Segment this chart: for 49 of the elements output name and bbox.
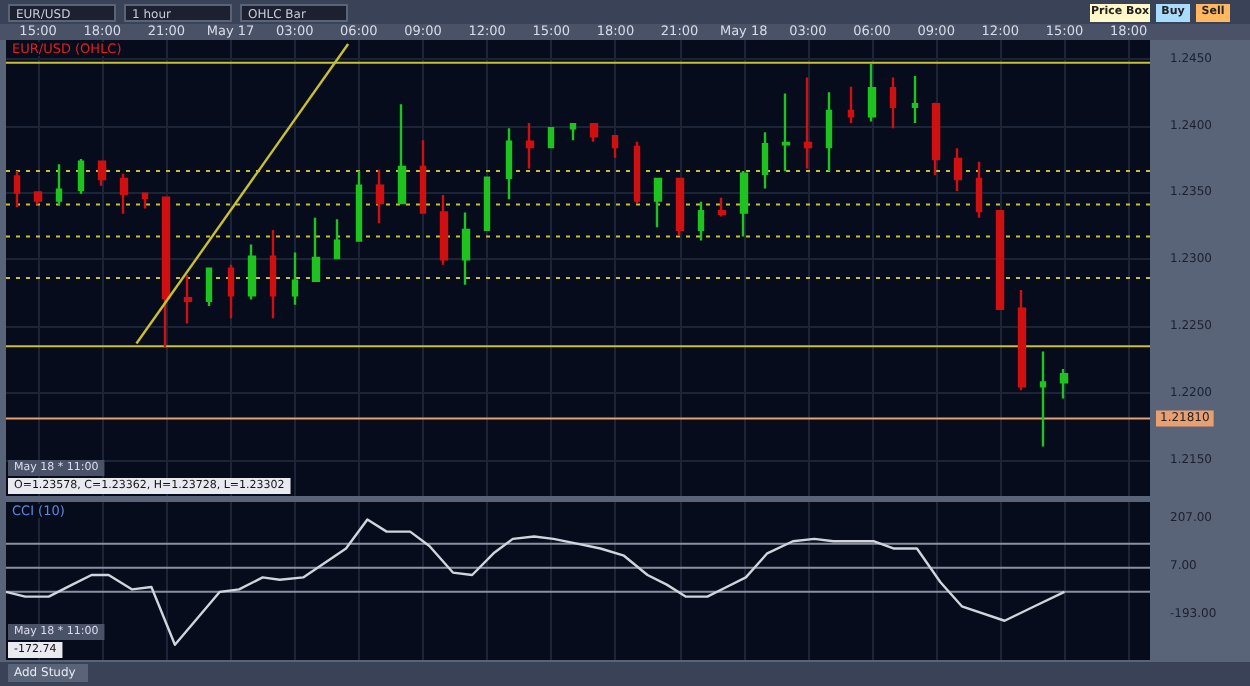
candlestick bbox=[653, 176, 663, 229]
candlestick bbox=[311, 216, 321, 284]
candlestick bbox=[953, 147, 963, 193]
candlestick bbox=[375, 168, 385, 225]
candlestick bbox=[633, 140, 641, 205]
candlestick bbox=[483, 176, 491, 232]
candlestick bbox=[33, 191, 43, 206]
candlestick bbox=[77, 157, 85, 195]
candlestick bbox=[355, 169, 363, 242]
candlestick bbox=[867, 62, 877, 123]
candlestick bbox=[333, 217, 341, 261]
candlestick bbox=[397, 102, 407, 205]
candlestick bbox=[717, 196, 727, 218]
candlestick bbox=[205, 267, 213, 308]
candlestick bbox=[525, 121, 535, 170]
candlestick bbox=[889, 76, 897, 130]
candlestick bbox=[227, 263, 235, 320]
candlestick bbox=[183, 274, 193, 325]
candlestick bbox=[461, 211, 471, 286]
candlestick bbox=[995, 209, 1005, 312]
candlestick bbox=[1059, 367, 1069, 400]
candlestick bbox=[505, 127, 513, 201]
candlestick bbox=[1017, 288, 1027, 392]
candlestick bbox=[419, 139, 427, 216]
candlestick bbox=[291, 251, 299, 306]
candlestick bbox=[975, 160, 983, 220]
candlestick bbox=[589, 121, 599, 143]
candlestick bbox=[675, 176, 685, 237]
candlestick bbox=[781, 92, 791, 173]
candlestick bbox=[569, 121, 577, 142]
candlestick bbox=[141, 192, 149, 210]
candlestick bbox=[611, 135, 619, 159]
candlestick bbox=[547, 125, 555, 150]
candlestick bbox=[739, 169, 749, 238]
candlestick bbox=[697, 200, 705, 242]
candlestick bbox=[97, 160, 107, 187]
candlestick bbox=[847, 85, 855, 125]
candlestick bbox=[931, 101, 941, 177]
candlestick bbox=[1039, 350, 1047, 448]
candlestick bbox=[761, 131, 769, 190]
candlestick bbox=[911, 74, 919, 125]
candlestick bbox=[247, 243, 257, 301]
candlestick bbox=[269, 228, 277, 320]
candlestick bbox=[803, 76, 813, 170]
candlestick bbox=[13, 169, 21, 209]
candlestick bbox=[55, 163, 63, 208]
candlestick bbox=[119, 172, 129, 216]
candlestick bbox=[825, 90, 833, 173]
candlestick bbox=[439, 193, 449, 266]
